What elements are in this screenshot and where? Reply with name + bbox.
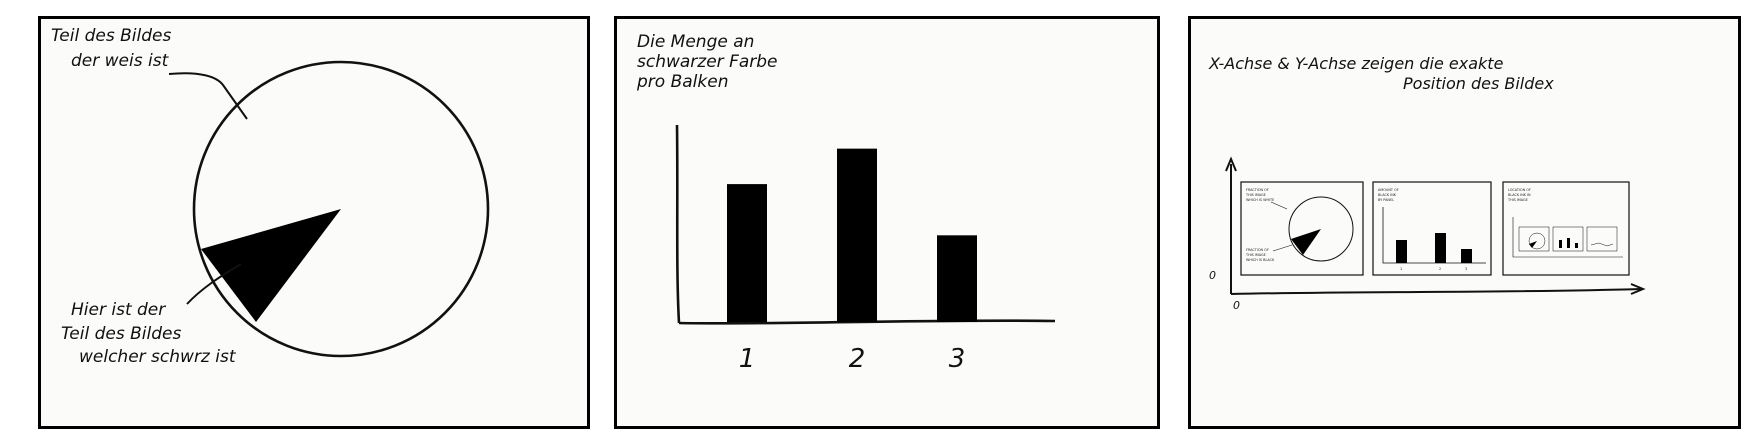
white-label-line-2: der weis ist bbox=[71, 51, 170, 71]
svg-text:THIS IMAGE: THIS IMAGE bbox=[1507, 198, 1528, 202]
thumbnail-position-panel: LOCATION OF BLACK INK IN THIS IMAGE bbox=[1502, 181, 1630, 276]
white-label-line-1: Teil des Bildes bbox=[51, 26, 171, 46]
white-label-pointer bbox=[168, 72, 248, 120]
position-title: X-Achse & Y-Achse zeigen die exakte Posi… bbox=[1208, 54, 1554, 93]
x-origin-label: 0 bbox=[1233, 299, 1240, 312]
position-title-line-1: X-Achse & Y-Achse zeigen die exakte bbox=[1208, 54, 1504, 73]
svg-text:BLACK INK: BLACK INK bbox=[1378, 193, 1397, 197]
bar-title-line-2: schwarzer Farbe bbox=[637, 52, 778, 72]
svg-text:THIS IMAGE: THIS IMAGE bbox=[1245, 193, 1266, 197]
svg-text:2: 2 bbox=[1439, 267, 1441, 271]
thumbnail-pie-panel: FRACTION OF THIS IMAGE WHICH IS WHITE FR… bbox=[1240, 181, 1364, 276]
bar-3 bbox=[937, 235, 977, 322]
bar-chart: Die Menge an schwarzer Farbe pro Balken … bbox=[636, 32, 1056, 374]
position-y-axis-arrow bbox=[1225, 156, 1237, 172]
bar-panel: Die Menge an schwarzer Farbe pro Balken … bbox=[614, 16, 1160, 429]
position-chart: X-Achse & Y-Achse zeigen die exakte Posi… bbox=[1208, 54, 1646, 312]
black-label-line-2: Teil des Bildes bbox=[61, 324, 181, 344]
bar-tick-label-2: 2 bbox=[849, 344, 866, 374]
svg-text:WHICH IS WHITE: WHICH IS WHITE bbox=[1246, 198, 1274, 202]
svg-text:AMOUNT OF: AMOUNT OF bbox=[1378, 188, 1399, 192]
svg-text:BY PANEL: BY PANEL bbox=[1378, 198, 1394, 202]
bar-tick-label-3: 3 bbox=[949, 344, 966, 374]
black-label-pointer bbox=[186, 263, 242, 305]
svg-text:THIS IMAGE: THIS IMAGE bbox=[1245, 253, 1266, 257]
pie-chart: Teil des Bildes der weis ist Hier ist de… bbox=[51, 26, 490, 367]
bar-chart-title: Die Menge an schwarzer Farbe pro Balken bbox=[636, 32, 783, 92]
svg-text:LOCATION OF: LOCATION OF bbox=[1508, 188, 1531, 192]
bar-title-line-1: Die Menge an bbox=[637, 32, 754, 52]
svg-text:3: 3 bbox=[1465, 267, 1467, 271]
black-label-line-3: welcher schwrz ist bbox=[79, 347, 237, 367]
bar-tick-label-1: 1 bbox=[739, 344, 756, 374]
svg-text:BLACK INK IN: BLACK INK IN bbox=[1508, 193, 1531, 197]
bar-2 bbox=[837, 148, 877, 322]
pie-black-slice bbox=[201, 209, 341, 322]
svg-text:FRACTION OF: FRACTION OF bbox=[1246, 188, 1269, 192]
position-x-axis-arrow bbox=[1630, 283, 1646, 295]
svg-text:WHICH IS BLACK: WHICH IS BLACK bbox=[1246, 258, 1275, 262]
svg-text:FRACTION OF: FRACTION OF bbox=[1246, 248, 1269, 252]
bar-title-line-3: pro Balken bbox=[636, 72, 728, 92]
svg-text:1: 1 bbox=[1400, 267, 1402, 271]
black-label-line-1: Hier ist der bbox=[71, 300, 166, 320]
position-panel: X-Achse & Y-Achse zeigen die exakte Posi… bbox=[1188, 16, 1741, 429]
y-axis-line bbox=[675, 124, 681, 324]
pie-panel: Teil des Bildes der weis ist Hier ist de… bbox=[38, 16, 590, 429]
black-part-label: Hier ist der Teil des Bildes welcher sch… bbox=[61, 300, 237, 367]
position-title-line-2: Position des Bildex bbox=[1403, 74, 1554, 93]
thumbnail-bar-panel: AMOUNT OF BLACK INK BY PANEL 1 2 3 bbox=[1372, 181, 1492, 276]
position-x-axis bbox=[1230, 288, 1642, 295]
bar-1 bbox=[727, 184, 767, 322]
white-part-label: Teil des Bildes der weis ist bbox=[51, 26, 177, 71]
y-origin-label: 0 bbox=[1209, 269, 1216, 282]
